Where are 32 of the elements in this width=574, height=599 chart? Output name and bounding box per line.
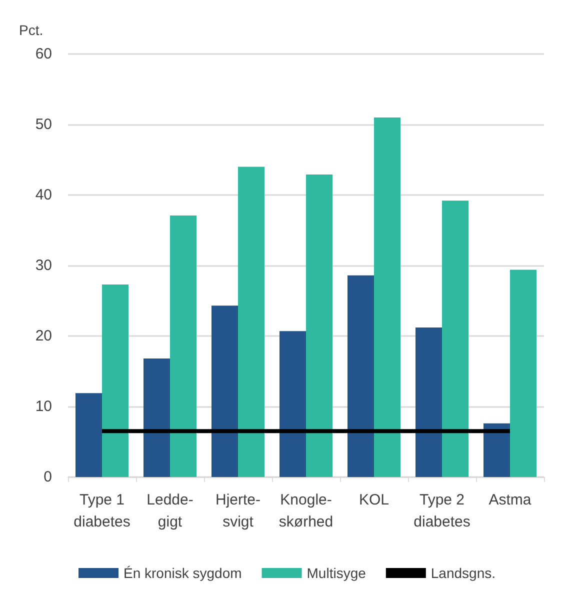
legend-label: Landsgns. — [430, 565, 496, 581]
y-axis-title: Pct. — [19, 22, 44, 38]
bar — [238, 166, 265, 477]
x-tick-label: Hjerte- svigt — [215, 492, 261, 530]
bar — [102, 284, 129, 477]
y-tick-label: 40 — [35, 186, 52, 204]
bar — [279, 331, 306, 477]
y-tick-label: 0 — [44, 468, 52, 486]
bar — [143, 358, 170, 477]
bar — [483, 423, 510, 477]
bar — [211, 306, 238, 477]
bar — [347, 275, 374, 477]
bar — [75, 393, 102, 477]
bar — [170, 215, 197, 477]
bar — [415, 328, 442, 477]
x-tick-label: Astma — [488, 492, 532, 508]
y-tick-label: 20 — [35, 328, 52, 344]
x-tick-label: KOL — [358, 492, 390, 508]
y-tick-label: 30 — [35, 257, 52, 274]
y-tick-label: 10 — [35, 398, 52, 415]
x-tick-label: Ledde- gigt — [146, 492, 194, 530]
legend-label: Multisyge — [306, 565, 366, 581]
y-tick-label: 50 — [35, 116, 52, 133]
bar — [442, 200, 469, 477]
x-tick-label: Knogle- skørhed — [278, 492, 334, 530]
y-tick-label: 60 — [35, 46, 52, 62]
legend-label: Én kronisk sygdom — [123, 565, 242, 581]
bar — [510, 270, 537, 477]
bar — [306, 174, 333, 477]
x-tick-label: Type 2 diabetes — [414, 492, 470, 530]
x-tick-label: Type 1 diabetes — [74, 492, 130, 530]
bar — [374, 117, 401, 477]
